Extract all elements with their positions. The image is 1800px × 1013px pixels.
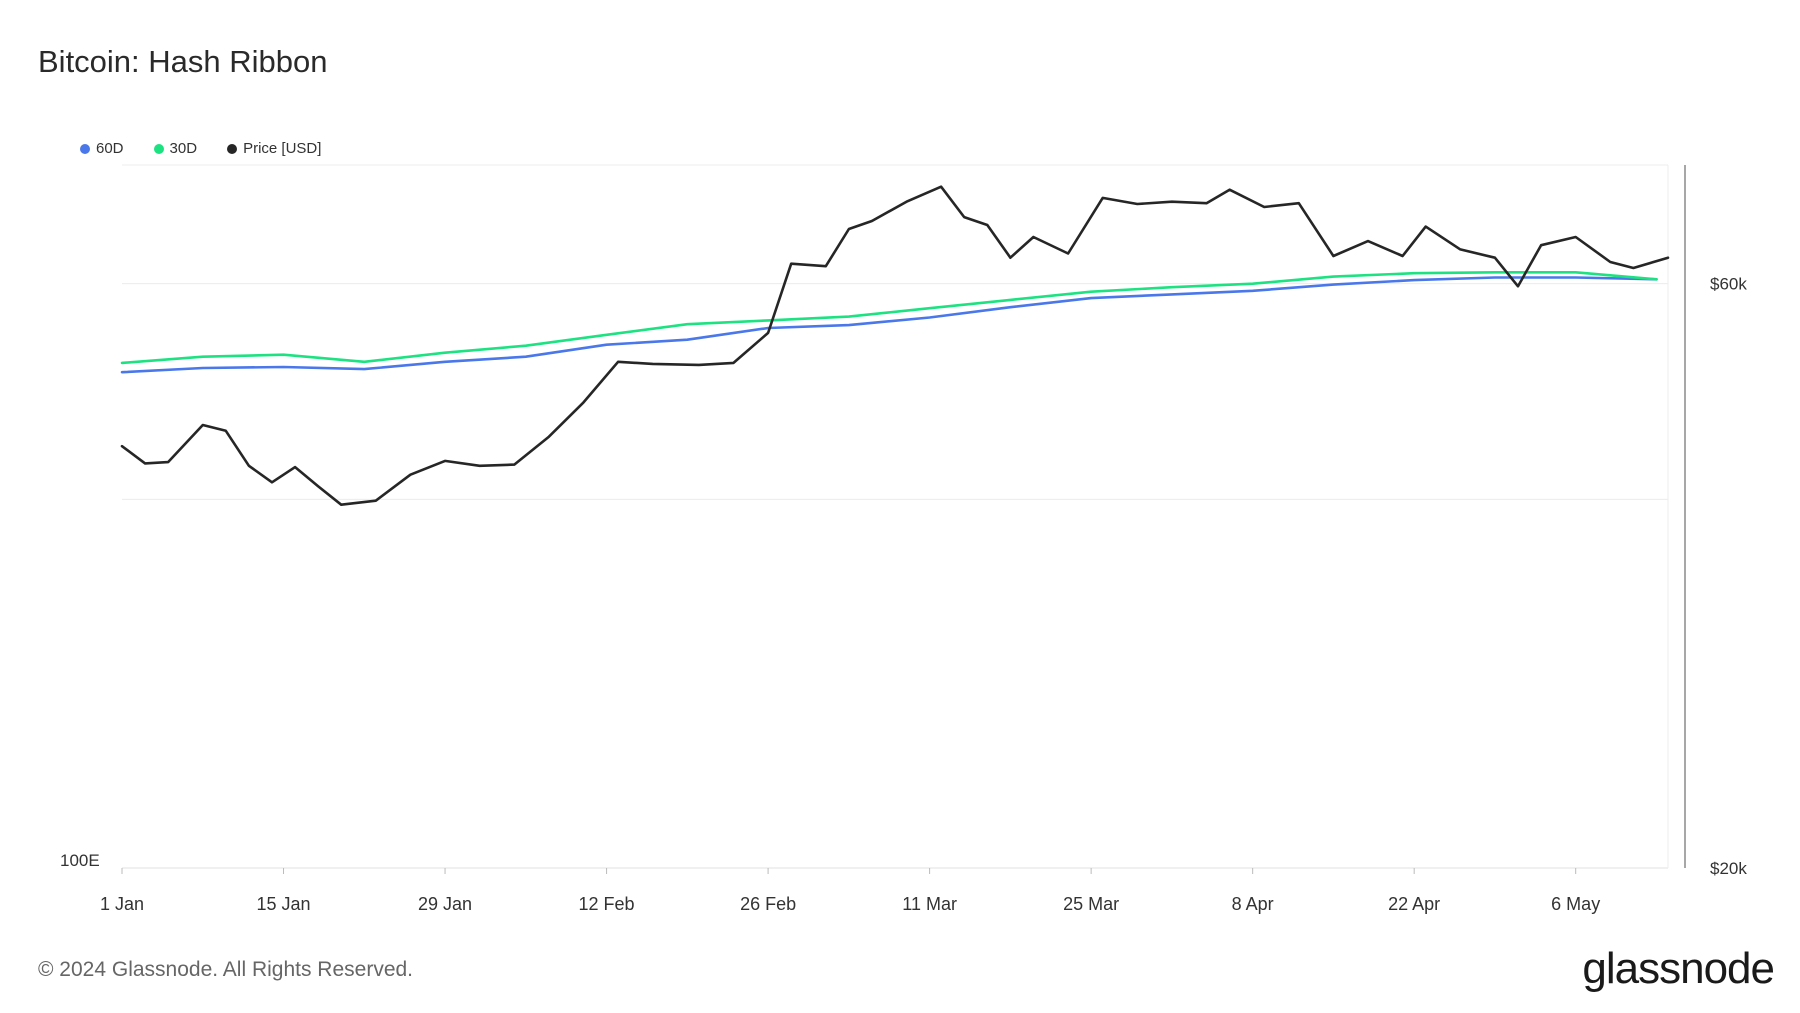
x-tick-label: 11 Mar [902,894,957,914]
series-30d-line [120,270,1658,365]
glassnode-logo[interactable]: glassnode [1582,944,1775,993]
legend: 60D 30D Price [USD] [80,140,351,157]
legend-dot-60d [80,143,90,154]
series-price-line [120,185,1670,507]
copyright-footer: © 2024 Glassnode. All Rights Reserved. [38,958,414,981]
series-60d-line [120,276,1658,374]
x-tick-label: 26 Feb [740,894,796,914]
chart-title: Bitcoin: Hash Ribbon [38,44,328,79]
x-tick-label: 1 Jan [100,894,144,914]
x-tick-label: 25 Mar [1063,894,1119,914]
legend-item-60d[interactable]: 60D [80,140,124,157]
y-right-tick-label: $60k [1710,275,1747,294]
x-tick-label: 15 Jan [256,894,310,914]
x-tick-label: 8 Apr [1232,894,1274,914]
legend-label-60d: 60D [96,140,124,157]
x-tick-label: 6 May [1551,894,1600,914]
y-right-tick-label: $20k [1710,859,1747,878]
x-tick-label: 12 Feb [579,894,635,914]
legend-label-30d: 30D [169,140,198,157]
legend-item-price[interactable]: Price [USD] [227,140,321,157]
legend-dot-price [227,143,238,154]
x-tick-label: 29 Jan [418,894,472,914]
legend-dot-30d [153,143,164,154]
legend-label-price: Price [USD] [243,140,322,157]
x-tick-label: 22 Apr [1388,894,1440,914]
legend-item-30d[interactable]: 30D [153,140,198,157]
y-left-tick-label: 100E [60,851,100,870]
